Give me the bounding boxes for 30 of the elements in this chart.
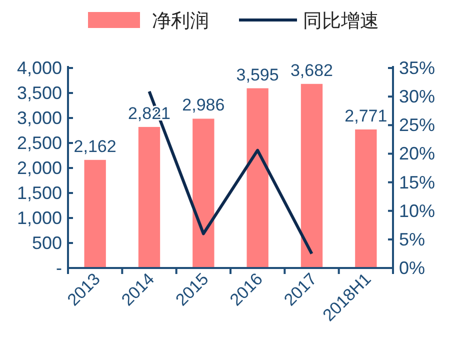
- legend-label: 同比增速: [303, 11, 379, 32]
- legend-label: 净利润: [152, 10, 209, 32]
- y2-tick-label: 10%: [399, 200, 436, 221]
- data-label: 3,595: [236, 65, 279, 84]
- y-tick-label: 3,000: [16, 108, 62, 128]
- data-label: 3,682: [290, 60, 334, 80]
- y2-tick-label: 25%: [399, 115, 436, 136]
- y2-tick-label: 35%: [399, 58, 436, 78]
- y2-tick-label: 30%: [399, 86, 436, 107]
- bar: [84, 160, 106, 268]
- y-tick-label: 4,000: [16, 58, 62, 78]
- y-tick-label: 2,500: [16, 133, 62, 153]
- y-tick-label: 3,500: [16, 83, 62, 103]
- data-label: 2,986: [182, 96, 225, 115]
- y2-tick-label: 0%: [399, 258, 426, 278]
- y2-tick-label: 20%: [399, 144, 436, 164]
- y-tick-label: 2,000: [16, 158, 62, 178]
- y2-tick-label: 5%: [399, 229, 426, 250]
- bar: [355, 129, 377, 268]
- y-tick-label: 1,000: [16, 208, 62, 228]
- bar: [246, 88, 268, 268]
- y-tick-label: 500: [32, 233, 62, 253]
- bar: [192, 118, 214, 268]
- bar: [138, 126, 160, 268]
- bar: [300, 84, 323, 268]
- y2-tick-label: 15%: [399, 172, 436, 192]
- y-tick-label: -: [56, 258, 62, 278]
- data-label: 2,162: [74, 136, 116, 156]
- y-tick-label: 1,500: [16, 183, 62, 203]
- data-label: 2,771: [344, 106, 388, 126]
